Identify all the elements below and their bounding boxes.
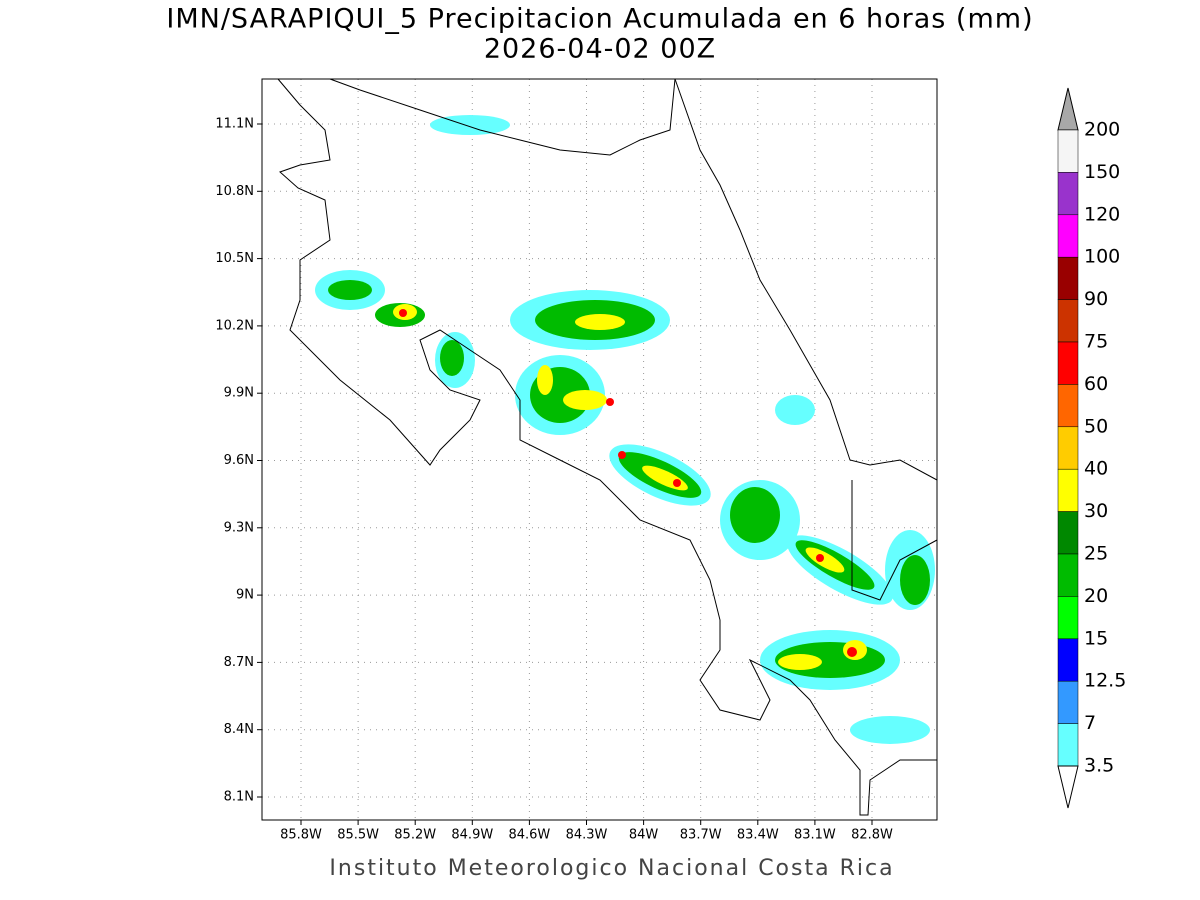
- lat-label: 8.7N: [224, 655, 254, 670]
- colorbar: 200 150 120 100 90 75 60 50 40 30 25 20 15 12.5 7 3.5: [1057, 87, 1126, 809]
- colorbar-label: 20: [1084, 585, 1108, 607]
- colorbar-segment: [1057, 468, 1079, 512]
- lat-label: 9.6N: [224, 453, 254, 468]
- colorbar-label: 25: [1084, 543, 1108, 565]
- colorbar-segment: [1057, 172, 1079, 216]
- colorbar-label: 100: [1084, 246, 1120, 268]
- colorbar-segment: [1057, 256, 1079, 300]
- colorbar-segment: [1057, 214, 1079, 258]
- lat-label: 8.4N: [224, 722, 254, 737]
- colorbar-label: 120: [1084, 203, 1120, 225]
- map-frame: [261, 78, 938, 821]
- colorbar-label: 60: [1084, 373, 1108, 395]
- colorbar-segment: [1057, 384, 1079, 428]
- lon-label: 84.6W: [508, 828, 550, 843]
- colorbar-segment: [1057, 680, 1079, 724]
- subtitle: 2026-04-02 00Z: [484, 34, 716, 65]
- colorbar-over: [1057, 87, 1079, 131]
- lat-label: 10.5N: [215, 251, 254, 266]
- lat-label: 10.8N: [215, 184, 254, 199]
- lon-label: 83.7W: [680, 828, 722, 843]
- colorbar-label: 90: [1084, 288, 1108, 310]
- colorbar-label: 30: [1084, 500, 1108, 522]
- colorbar-label: 12.5: [1084, 670, 1126, 692]
- colorbar-segment: [1057, 596, 1079, 640]
- colorbar-label: 200: [1084, 119, 1120, 141]
- lat-label: 9.3N: [224, 520, 254, 535]
- lon-label: 85.2W: [394, 828, 436, 843]
- precipitation: [315, 115, 935, 744]
- lat-label: 10.2N: [215, 318, 254, 333]
- colorbar-segment: [1057, 341, 1079, 385]
- colorbar-segment: [1057, 553, 1079, 597]
- colorbar-under: [1057, 765, 1079, 809]
- ticks: 11.1N 10.8N 10.5N 10.2N 9.9N 9.6N 9.3N 9N 8.7N 8.…: [215, 117, 893, 843]
- colorbar-label: 50: [1084, 415, 1108, 437]
- grid: [262, 79, 937, 820]
- lon-label: 84.9W: [451, 828, 493, 843]
- colorbar-label: 15: [1084, 627, 1108, 649]
- lon-label: 85.8W: [280, 828, 322, 843]
- lon-label: 82.8W: [851, 828, 893, 843]
- lon-label: 85.5W: [337, 828, 379, 843]
- title: IMN/SARAPIQUI_5 Precipitacion Acumulada …: [166, 4, 1033, 35]
- colorbar-label: 150: [1084, 161, 1120, 183]
- colorbar-label: 40: [1084, 458, 1108, 480]
- lon-label: 83.4W: [737, 828, 779, 843]
- lon-label: 84.3W: [566, 828, 608, 843]
- colorbar-label: 3.5: [1084, 755, 1114, 777]
- lat-label: 9N: [236, 588, 254, 603]
- lat-label: 9.9N: [224, 386, 254, 401]
- colorbar-segment: [1057, 511, 1079, 555]
- lon-label: 84W: [629, 828, 659, 843]
- footer: Instituto Meteorologico Nacional Costa R…: [329, 856, 894, 881]
- coastline: [277, 78, 938, 816]
- colorbar-segment: [1057, 426, 1079, 470]
- lon-label: 83.1W: [794, 828, 836, 843]
- colorbar-segment: [1057, 723, 1079, 767]
- colorbar-segment: [1057, 299, 1079, 343]
- lat-label: 8.1N: [224, 790, 254, 805]
- colorbar-segment: [1057, 129, 1079, 173]
- colorbar-label: 7: [1084, 712, 1096, 734]
- lat-label: 11.1N: [215, 117, 254, 132]
- colorbar-label: 75: [1084, 331, 1108, 353]
- colorbar-segment: [1057, 638, 1079, 682]
